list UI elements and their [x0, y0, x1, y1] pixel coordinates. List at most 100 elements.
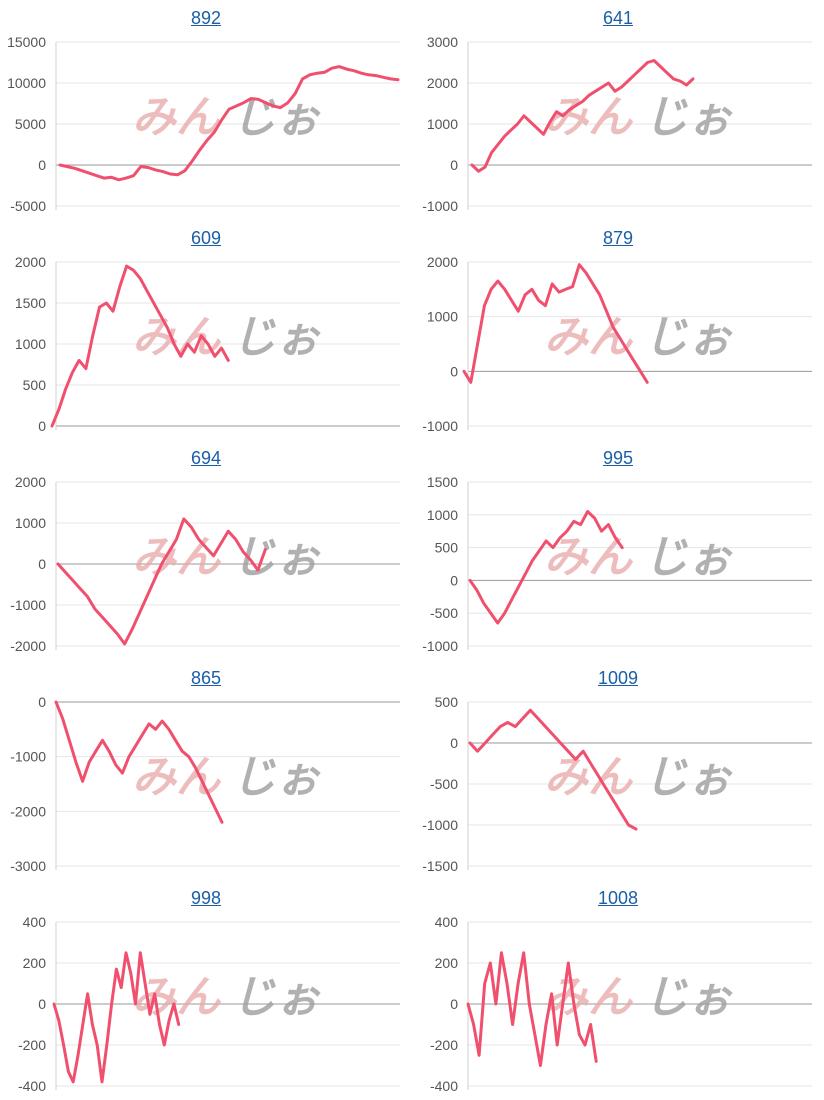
y-tick-label: -1000: [422, 638, 458, 654]
y-tick-label: 1000: [427, 507, 458, 523]
y-tick-label: 200: [23, 955, 47, 971]
y-tick-label: 500: [435, 540, 459, 556]
y-tick-label: 0: [450, 157, 458, 173]
y-tick-label: 400: [435, 914, 459, 930]
y-tick-label: 2000: [15, 474, 46, 490]
y-tick-label: 500: [435, 694, 459, 710]
y-tick-label: -1000: [422, 198, 458, 214]
series-line: [468, 510, 624, 625]
series-line: [466, 951, 598, 1067]
watermark-text-2: じぉ: [232, 752, 321, 803]
series-line: [54, 700, 224, 824]
chart-panel: 1500 1000 500 0 -500 -1000 みん じぉ 995: [412, 440, 824, 660]
y-tick-label: 1000: [15, 515, 46, 531]
watermark-text-2: じぉ: [232, 532, 321, 583]
chart-panel: 2000 1000 0 -1000 みん じぉ 879: [412, 220, 824, 440]
chart-svg: 2000 1500 1000 500 0 みん じぉ: [15, 254, 400, 434]
y-tick-label: -5000: [10, 198, 46, 214]
watermark-text-2: じぉ: [644, 532, 733, 583]
y-tick-label: -2000: [10, 803, 46, 819]
series-line: [50, 264, 230, 428]
y-tick-label: 200: [435, 955, 459, 971]
y-tick-label: 1500: [427, 474, 458, 490]
chart-title-link[interactable]: 1008: [597, 888, 639, 908]
y-tick-label: -1000: [10, 749, 46, 765]
y-tick-label: -200: [430, 1037, 458, 1053]
y-tick-label: 0: [38, 157, 46, 173]
y-tick-label: 1000: [427, 309, 458, 325]
chart-title-link[interactable]: 865: [190, 668, 222, 688]
watermark-text-2: じぉ: [232, 92, 321, 143]
y-tick-label: -200: [18, 1037, 46, 1053]
y-tick-label: -3000: [10, 858, 46, 874]
series-line: [468, 708, 638, 831]
chart-panel: 15000 10000 5000 0 -5000 みん じぉ 892: [0, 0, 412, 220]
watermark-text-2: じぉ: [232, 312, 321, 363]
watermark-text-2: じぉ: [644, 92, 733, 143]
y-tick-label: 0: [450, 363, 458, 379]
chart-title-link[interactable]: 609: [190, 228, 222, 248]
y-tick-label: -1500: [422, 858, 458, 874]
y-tick-label: 3000: [427, 34, 458, 50]
chart-title-link[interactable]: 892: [190, 8, 222, 28]
y-tick-label: 0: [450, 572, 458, 588]
y-tick-label: 500: [23, 377, 47, 393]
chart-panel: 2000 1500 1000 500 0 みん じぉ 609: [0, 220, 412, 440]
series-line: [470, 59, 695, 173]
y-tick-label: -400: [18, 1078, 46, 1094]
y-tick-label: -1000: [422, 418, 458, 434]
y-tick-label: 1000: [427, 116, 458, 132]
watermark-text-2: じぉ: [232, 972, 321, 1023]
y-tick-label: 1500: [15, 295, 46, 311]
y-tick-label: 15000: [7, 34, 46, 50]
series-line: [56, 517, 267, 646]
watermark-text-2: じぉ: [644, 312, 733, 363]
chart-title-link[interactable]: 995: [602, 448, 634, 468]
chart-title-link[interactable]: 1009: [597, 668, 639, 688]
chart-title-link[interactable]: 998: [190, 888, 222, 908]
chart-panel: 400 200 0 -200 -400 みん じぉ 1008: [412, 880, 824, 1100]
y-tick-label: 400: [23, 914, 47, 930]
chart-title-link[interactable]: 879: [602, 228, 634, 248]
y-tick-label: 10000: [7, 75, 46, 91]
chart-svg: 15000 10000 5000 0 -5000 みん じぉ: [7, 34, 400, 214]
y-tick-label: 0: [38, 996, 46, 1012]
y-tick-label: 0: [38, 694, 46, 710]
watermark-text-1: みん: [544, 92, 634, 143]
chart-title-link[interactable]: 641: [602, 8, 634, 28]
y-tick-label: -500: [430, 776, 458, 792]
y-tick-label: 2000: [427, 254, 458, 270]
chart-panel: 500 0 -500 -1000 -1500 みん じぉ 1009: [412, 660, 824, 880]
watermark-text-2: じぉ: [644, 972, 733, 1023]
chart-svg: 3000 2000 1000 0 -1000 みん じぉ: [422, 34, 812, 214]
y-tick-label: 0: [450, 996, 458, 1012]
watermark-text-1: みん: [132, 312, 222, 363]
y-tick-label: -500: [430, 605, 458, 621]
y-tick-label: 0: [450, 735, 458, 751]
y-tick-label: -1000: [10, 597, 46, 613]
watermark-text-1: みん: [132, 92, 222, 143]
series-line: [52, 951, 181, 1084]
chart-panel: 400 200 0 -200 -400 みん じぉ 998: [0, 880, 412, 1100]
watermark-text-2: じぉ: [644, 752, 733, 803]
chart-panel: 3000 2000 1000 0 -1000 みん じぉ 641: [412, 0, 824, 220]
y-tick-label: 2000: [15, 254, 46, 270]
y-tick-label: 0: [38, 418, 46, 434]
y-tick-label: -400: [430, 1078, 458, 1094]
watermark-text-1: みん: [544, 972, 634, 1023]
y-tick-label: -2000: [10, 638, 46, 654]
chart-panel: 0 -1000 -2000 -3000 みん じぉ 865: [0, 660, 412, 880]
y-tick-label: 1000: [15, 336, 46, 352]
series-line: [58, 65, 400, 182]
series-line: [462, 263, 649, 384]
chart-svg: 400 200 0 -200 -400 みん じぉ: [430, 914, 812, 1094]
chart-title-link[interactable]: 694: [190, 448, 222, 468]
y-tick-label: 5000: [15, 116, 46, 132]
